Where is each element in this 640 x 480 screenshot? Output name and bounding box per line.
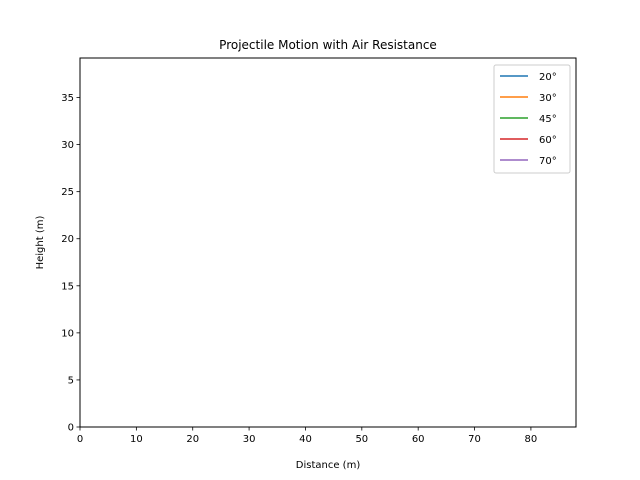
y-tick-label: 30 [61, 140, 74, 151]
legend-label: 45° [539, 114, 557, 125]
y-tick-label: 15 [61, 281, 74, 292]
chart-title: Projectile Motion with Air Resistance [219, 38, 437, 52]
legend: 20° 30° 45° 60° 70° [493, 64, 571, 174]
legend-label: 70° [539, 156, 557, 167]
x-tick-label: 30 [243, 434, 256, 445]
x-tick-label: 70 [468, 434, 481, 445]
x-tick-label: 50 [355, 434, 368, 445]
x-axis-label: Distance (m) [296, 460, 361, 471]
legend-label: 20° [539, 72, 557, 83]
x-tick-label: 0 [77, 434, 83, 445]
axes-frame [79, 57, 577, 428]
x-axis: 0 10 20 30 40 50 60 70 80 [77, 427, 537, 445]
legend-box [493, 64, 571, 174]
y-tick-label: 35 [61, 93, 74, 104]
legend-label: 60° [539, 135, 557, 146]
x-tick-label: 20 [186, 434, 199, 445]
y-tick-label: 25 [61, 187, 74, 198]
legend-label: 30° [539, 93, 557, 104]
x-tick-label: 40 [299, 434, 312, 445]
plot-area [79, 57, 577, 428]
y-tick-label: 5 [68, 375, 74, 386]
x-tick-label: 80 [525, 434, 538, 445]
y-tick-label: 20 [61, 234, 74, 245]
y-tick-label: 0 [68, 423, 74, 434]
y-axis: 0 5 10 15 20 25 30 35 [61, 93, 80, 434]
y-axis-label: Height (m) [35, 216, 46, 270]
x-tick-label: 10 [130, 434, 143, 445]
y-tick-label: 10 [61, 328, 74, 339]
x-tick-label: 60 [412, 434, 425, 445]
